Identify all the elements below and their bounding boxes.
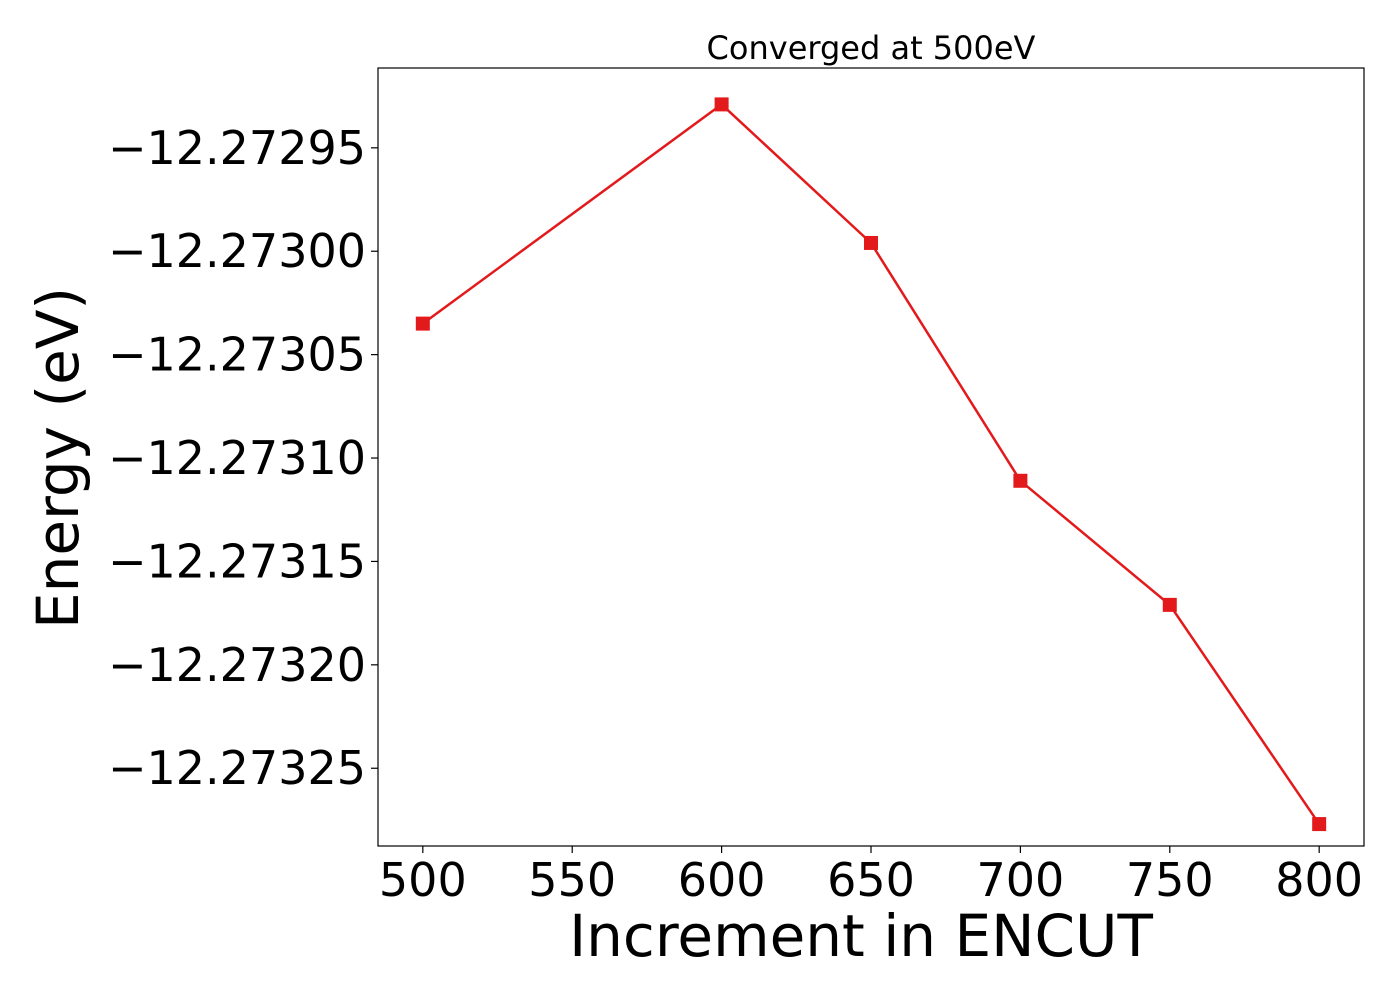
data-point-marker <box>714 97 729 112</box>
data-point-marker <box>864 235 878 250</box>
y-tick-label: −12.27300 <box>108 224 366 278</box>
y-tick-label: −12.27295 <box>108 121 366 175</box>
data-point-marker <box>1312 817 1327 832</box>
x-tick-label: 500 <box>379 853 467 907</box>
y-tick-label: −12.27310 <box>108 431 366 485</box>
x-tick-label: 750 <box>1126 853 1214 907</box>
series-line <box>422 102 1321 825</box>
data-point-marker <box>1013 473 1028 488</box>
x-tick-label: 600 <box>678 853 766 907</box>
data-point-marker <box>1162 597 1177 612</box>
x-tick-label: 550 <box>528 853 616 907</box>
x-tick-label: 650 <box>827 853 915 907</box>
y-axis-label: Energy (eV) <box>24 287 92 629</box>
y-tick-label: −12.27305 <box>108 328 366 382</box>
data-point-marker <box>415 316 430 331</box>
y-tick-label: −12.27325 <box>108 741 366 795</box>
y-tick-label: −12.27315 <box>108 534 366 588</box>
plot-area: 500 550 600 650 700 750 800 −12.27295 −12.27300 −… <box>108 67 1365 907</box>
y-tick-label: −12.27320 <box>108 638 366 692</box>
x-tick-label: 800 <box>1275 853 1363 907</box>
x-tick-label: 700 <box>976 853 1064 907</box>
chart-title: Converged at 500eV <box>707 29 1036 67</box>
x-axis-label: Increment in ENCUT <box>569 902 1153 970</box>
plot-frame <box>377 67 1365 847</box>
